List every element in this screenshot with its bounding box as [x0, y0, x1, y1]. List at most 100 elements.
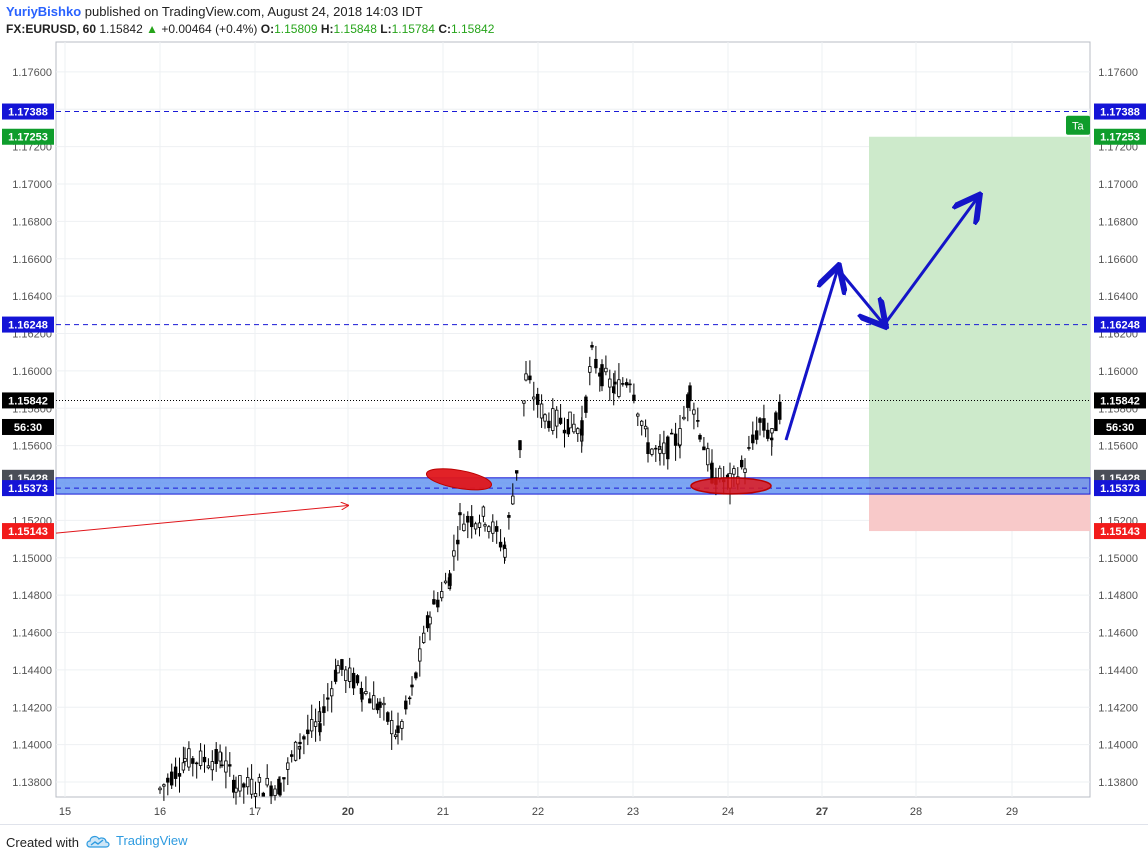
candle: [273, 785, 277, 801]
target-zone[interactable]: [869, 136, 1090, 478]
candle-body: [658, 448, 662, 454]
y-tick-label-left: 1.15000: [12, 553, 52, 565]
candle: [326, 683, 330, 712]
chart-header: YuriyBishko published on TradingView.com…: [0, 0, 1148, 42]
candle: [396, 712, 400, 745]
candle: [436, 591, 440, 613]
price-chart[interactable]: 1.176001.176001.174001.174001.172001.172…: [0, 0, 1148, 824]
candle: [568, 411, 572, 429]
y-tick-label-right: 1.14400: [1098, 665, 1138, 677]
candle-body: [333, 669, 338, 682]
candle: [347, 657, 352, 689]
candle: [407, 695, 412, 705]
candle: [351, 667, 356, 695]
candle: [778, 394, 782, 425]
candle: [234, 776, 238, 805]
candle-body: [522, 400, 526, 404]
candle: [590, 341, 594, 351]
x-tick-label: 24: [722, 806, 734, 818]
price-label-right: 1.16248: [1094, 316, 1146, 333]
candle-body: [181, 762, 186, 771]
price-label-right: 1.17253: [1094, 128, 1146, 145]
candle: [220, 752, 224, 768]
touch-ellipse-left[interactable]: [425, 465, 493, 494]
candle-body: [414, 672, 418, 679]
candle: [261, 791, 265, 797]
candle-body: [584, 396, 588, 413]
candle-body: [261, 792, 265, 797]
candle: [404, 695, 408, 715]
candle-body: [456, 539, 460, 545]
candle-body: [758, 418, 762, 423]
candle: [643, 419, 648, 438]
trend-arrow-red[interactable]: [55, 505, 348, 534]
tradingview-brand[interactable]: TradingView: [86, 833, 188, 848]
x-tick-label: 20: [342, 806, 354, 818]
candle-body: [588, 366, 592, 373]
candle: [432, 590, 436, 605]
tradingview-cloud-icon: [86, 835, 110, 848]
candle: [428, 611, 432, 641]
candle-body: [187, 748, 191, 768]
price-label-right: 56:30: [1094, 418, 1146, 435]
projection-arrow-up-2[interactable]: [884, 197, 978, 324]
candle-body: [432, 599, 436, 605]
candle: [210, 750, 214, 781]
candle-body: [774, 412, 778, 432]
touch-ellipse-right[interactable]: [690, 477, 772, 495]
close-label: C:: [438, 22, 451, 36]
candle-body: [177, 773, 182, 777]
candle-body: [418, 648, 422, 662]
candle-body: [740, 459, 744, 468]
symbol-label: FX:EURUSD, 60: [6, 22, 97, 36]
candle: [580, 405, 584, 447]
candle: [770, 427, 774, 447]
candle-body: [666, 436, 670, 460]
candle-body: [732, 468, 736, 475]
candle-body: [231, 779, 236, 793]
projection-arrow-pullback[interactable]: [840, 272, 884, 325]
price-label-text: 1.16248: [8, 320, 48, 332]
y-tick-label-left: 1.17000: [12, 179, 52, 191]
candle: [555, 406, 559, 439]
candle: [543, 413, 547, 429]
author-link[interactable]: YuriyBishko: [6, 4, 82, 19]
candle-body: [466, 515, 470, 523]
candle-body: [326, 697, 330, 700]
candle: [532, 381, 536, 411]
candle-body: [309, 719, 314, 732]
candle: [389, 710, 394, 750]
candle: [774, 410, 778, 432]
candle: [613, 370, 617, 395]
price-label-right: 1.17388: [1094, 103, 1146, 120]
candle: [410, 676, 414, 696]
candle: [418, 636, 422, 677]
price-label-left: 1.17253: [2, 128, 54, 145]
publish-line: YuriyBishko published on TradingView.com…: [6, 4, 423, 19]
candle-body: [228, 764, 232, 767]
candle: [604, 355, 608, 376]
y-tick-label-right: 1.16000: [1098, 366, 1138, 378]
support-zone[interactable]: [55, 477, 1091, 495]
price-label-box: [1094, 128, 1146, 145]
price-label-box: [1094, 480, 1146, 497]
candle: [584, 394, 588, 418]
projection-arrow-up-1[interactable]: [784, 268, 838, 441]
candle: [617, 363, 621, 399]
candle-body: [469, 516, 474, 528]
candle: [466, 511, 470, 539]
price-label-box: [1094, 392, 1146, 409]
candle-body: [628, 383, 632, 386]
candle: [636, 412, 640, 427]
candle-body: [483, 524, 487, 527]
tradingview-brand-label: TradingView: [116, 833, 188, 848]
candle-body: [696, 420, 700, 422]
candle-body: [389, 720, 394, 735]
price-label-text: 56:30: [1106, 422, 1134, 434]
candle-body: [214, 749, 218, 764]
candle-body: [743, 468, 747, 473]
candle-body: [318, 723, 322, 733]
price-label-right: 1.15373: [1094, 480, 1146, 497]
candle-body: [206, 765, 211, 769]
candle: [483, 522, 487, 532]
